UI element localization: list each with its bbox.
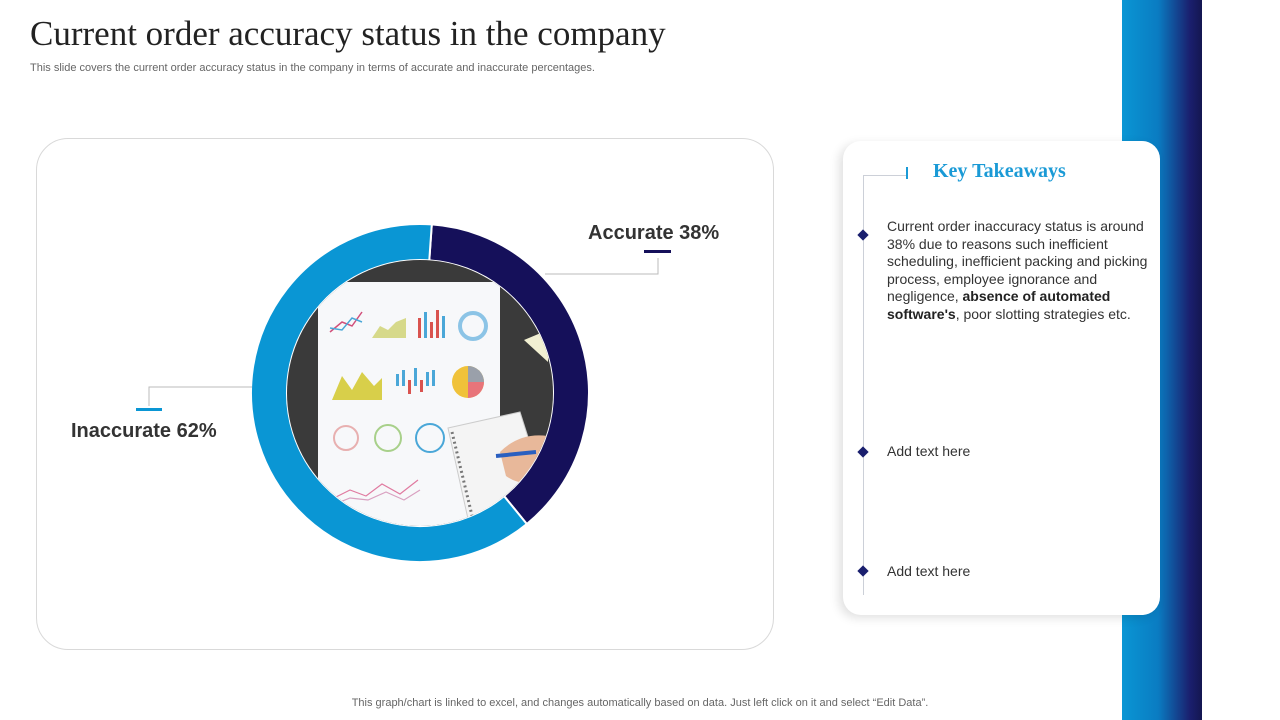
takeaways-connector-line <box>863 175 907 176</box>
takeaway-item-1-text: Current order inaccuracy status is aroun… <box>887 218 1148 304</box>
key-takeaways-card <box>843 141 1160 615</box>
takeaway-item-1-bold: absence of automated software's <box>887 288 1111 322</box>
takeaways-heading: Key Takeaways <box>933 160 1066 182</box>
footer-note: This graph/chart is linked to excel, and… <box>351 697 929 709</box>
takeaway-item-2: Add text here <box>887 443 971 459</box>
takeaway-item-1: Current order inaccuracy status is aroun… <box>887 218 1152 323</box>
takeaways-heading-marker <box>906 167 908 179</box>
slide-subtitle: This slide covers the current order accu… <box>30 62 595 74</box>
data-label-inaccurate: Inaccurate 62% <box>71 420 217 442</box>
chart-card <box>36 138 774 650</box>
slide-title: Current order accuracy status in the com… <box>30 14 666 53</box>
takeaways-timeline-line <box>863 175 864 595</box>
takeaway-item-1-text-end: , poor slotting strategies etc. <box>955 305 1131 322</box>
takeaway-item-3: Add text here <box>887 563 971 579</box>
data-label-accurate: Accurate 38% <box>588 222 720 244</box>
